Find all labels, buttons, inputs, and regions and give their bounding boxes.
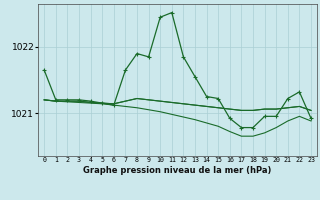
X-axis label: Graphe pression niveau de la mer (hPa): Graphe pression niveau de la mer (hPa) xyxy=(84,166,272,175)
